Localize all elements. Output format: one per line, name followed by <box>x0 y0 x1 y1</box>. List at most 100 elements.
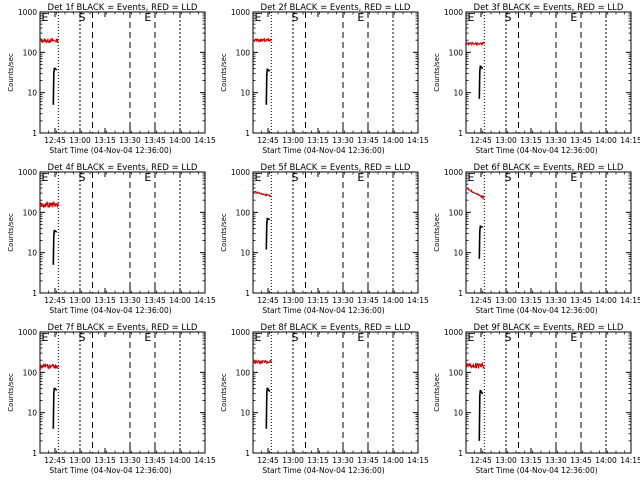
x-tick-label: 13:00 <box>69 296 91 305</box>
panel-title: Det 8f BLACK = Events, RED = LLD <box>261 323 411 333</box>
plot-frame <box>252 171 419 294</box>
y-tick-label: 10 <box>240 249 250 258</box>
y-axis-label: Counts/sec <box>7 373 15 412</box>
event-marker-label: E <box>570 331 577 344</box>
y-axis-label: Counts/sec <box>7 213 15 252</box>
x-tick-label: 13:15 <box>94 136 116 145</box>
x-axis-label: Start Time (04-Nov-04 12:36:00) <box>475 306 597 315</box>
x-tick-label: 14:15 <box>194 296 216 305</box>
event-marker-label: E <box>468 11 475 24</box>
x-tick-label: 13:00 <box>282 456 304 465</box>
y-tick-label: 1 <box>245 289 250 298</box>
plot-frame <box>465 11 632 134</box>
y-tick-label: 1000 <box>444 328 463 337</box>
y-tick-label: 1000 <box>231 168 250 177</box>
detector-panel-9: Det 9f BLACK = Events, RED = LLD 1 10 100 10… <box>433 323 640 475</box>
panel-title: Det 3f BLACK = Events, RED = LLD <box>474 3 624 13</box>
x-tick-label: 13:45 <box>357 296 379 305</box>
x-tick-label: 13:30 <box>119 456 141 465</box>
x-tick-label: 13:00 <box>282 296 304 305</box>
y-tick-label: 10 <box>27 89 37 98</box>
event-marker-label: E <box>144 331 151 344</box>
x-tick-label: 12:45 <box>257 456 279 465</box>
y-axis-label: Counts/sec <box>433 53 441 92</box>
y-tick-label: 10 <box>453 249 463 258</box>
detector-panel-4: Det 4f BLACK = Events, RED = LLD 1 10 100 10… <box>7 163 216 315</box>
x-tick-label: 13:15 <box>520 456 542 465</box>
y-tick-label: 1 <box>32 129 37 138</box>
detector-panel-6: Det 6f BLACK = Events, RED = LLD 1 10 100 10… <box>433 163 640 315</box>
lld-series <box>465 41 485 47</box>
event-marker-label: E <box>42 331 49 344</box>
lld-series <box>252 358 272 365</box>
y-tick-label: 1000 <box>18 8 37 17</box>
x-tick-label: 13:45 <box>144 456 166 465</box>
events-series <box>478 65 484 99</box>
y-tick-label: 100 <box>449 208 464 217</box>
x-tick-label: 13:45 <box>570 456 592 465</box>
plot-frame <box>465 171 632 294</box>
x-tick-label: 13:30 <box>545 296 567 305</box>
x-tick-label: 13:15 <box>307 296 329 305</box>
plot-frame <box>39 11 206 134</box>
y-tick-label: 100 <box>236 368 251 377</box>
plot-frame <box>39 331 206 454</box>
x-tick-label: 13:00 <box>69 136 91 145</box>
y-tick-label: 100 <box>236 48 251 57</box>
event-marker-label: E <box>255 331 262 344</box>
y-tick-label: 1000 <box>231 328 250 337</box>
x-tick-label: 14:00 <box>595 296 617 305</box>
lld-series <box>252 190 272 198</box>
y-tick-label: 1000 <box>444 8 463 17</box>
y-tick-label: 100 <box>449 48 464 57</box>
events-series <box>52 387 58 429</box>
y-tick-label: 1 <box>458 289 463 298</box>
panel-title: Det 4f BLACK = Events, RED = LLD <box>48 163 198 173</box>
x-tick-label: 13:45 <box>357 456 379 465</box>
lld-series <box>465 187 485 200</box>
y-tick-label: 100 <box>236 208 251 217</box>
x-tick-label: 12:45 <box>470 296 492 305</box>
x-axis-label: Start Time (04-Nov-04 12:36:00) <box>475 146 597 155</box>
y-tick-label: 100 <box>449 368 464 377</box>
y-axis-label: Counts/sec <box>220 373 228 412</box>
x-tick-label: 13:30 <box>332 136 354 145</box>
event-marker-label: E <box>255 171 262 184</box>
y-axis-label: Counts/sec <box>220 53 228 92</box>
x-tick-label: 12:45 <box>470 456 492 465</box>
x-tick-label: 14:15 <box>194 456 216 465</box>
event-marker-label: E <box>144 171 151 184</box>
panel-title: Det 1f BLACK = Events, RED = LLD <box>48 3 198 13</box>
plot-frame <box>252 11 419 134</box>
plot-frame <box>39 171 206 294</box>
x-tick-label: 13:00 <box>282 136 304 145</box>
detector-panel-2: Det 2f BLACK = Events, RED = LLD 1 10 100 10… <box>220 3 429 155</box>
y-tick-label: 1 <box>458 129 463 138</box>
x-tick-label: 14:15 <box>194 136 216 145</box>
lld-series <box>252 36 272 43</box>
panel-title: Det 9f BLACK = Events, RED = LLD <box>474 323 624 333</box>
x-tick-label: 13:15 <box>307 136 329 145</box>
lld-series <box>39 362 59 371</box>
event-marker-label: S <box>505 171 512 184</box>
panel-title: Det 6f BLACK = Events, RED = LLD <box>474 163 624 173</box>
x-tick-label: 13:30 <box>332 456 354 465</box>
x-tick-label: 12:45 <box>470 136 492 145</box>
events-series <box>478 225 484 259</box>
x-tick-label: 14:00 <box>169 456 191 465</box>
x-tick-label: 12:45 <box>44 136 66 145</box>
x-axis-label: Start Time (04-Nov-04 12:36:00) <box>49 146 171 155</box>
x-tick-label: 14:15 <box>407 456 429 465</box>
panel-title: Det 7f BLACK = Events, RED = LLD <box>48 323 198 333</box>
y-axis-label: Counts/sec <box>433 213 441 252</box>
y-tick-label: 1 <box>32 449 37 458</box>
x-tick-label: 14:00 <box>382 136 404 145</box>
x-axis-label: Start Time (04-Nov-04 12:36:00) <box>262 306 384 315</box>
x-tick-label: 12:45 <box>257 136 279 145</box>
x-tick-label: 13:45 <box>570 296 592 305</box>
x-tick-label: 13:30 <box>545 456 567 465</box>
x-tick-label: 13:30 <box>119 136 141 145</box>
x-tick-label: 13:30 <box>119 296 141 305</box>
x-tick-label: 13:00 <box>495 136 517 145</box>
